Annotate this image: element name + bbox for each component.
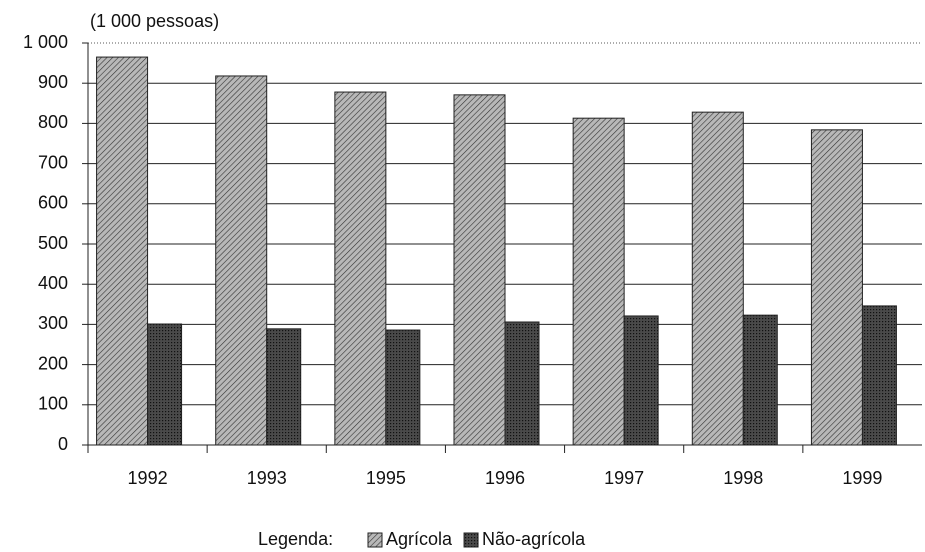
y-tick-label: 600 bbox=[38, 193, 68, 213]
x-tick-label: 1993 bbox=[247, 468, 287, 488]
x-tick-label: 1998 bbox=[723, 468, 763, 488]
x-tick-label: 1997 bbox=[604, 468, 644, 488]
bar bbox=[453, 94, 506, 446]
bar bbox=[742, 314, 778, 446]
bar bbox=[861, 305, 897, 446]
y-tick-label: 200 bbox=[38, 353, 68, 373]
bar bbox=[96, 56, 149, 446]
y-tick-label: 900 bbox=[38, 72, 68, 92]
bar bbox=[810, 129, 863, 446]
y-tick-label: 1 000 bbox=[23, 32, 68, 52]
y-tick-label: 700 bbox=[38, 152, 68, 172]
y-tick-label: 400 bbox=[38, 273, 68, 293]
bar bbox=[266, 328, 302, 446]
y-tick-label: 500 bbox=[38, 233, 68, 253]
y-tick-label: 300 bbox=[38, 313, 68, 333]
x-tick-label: 1996 bbox=[485, 468, 525, 488]
bar bbox=[334, 91, 387, 446]
legend-swatch bbox=[367, 532, 383, 548]
legend-title: Legenda: bbox=[258, 529, 333, 549]
unit-label: (1 000 pessoas) bbox=[90, 11, 219, 31]
bar bbox=[147, 323, 183, 446]
bar bbox=[215, 75, 268, 446]
bar bbox=[572, 117, 625, 446]
bar bbox=[691, 111, 744, 446]
legend-swatch bbox=[463, 532, 479, 548]
x-tick-label: 1995 bbox=[366, 468, 406, 488]
y-tick-label: 0 bbox=[58, 434, 68, 454]
x-tick-label: 1992 bbox=[128, 468, 168, 488]
y-tick-label: 100 bbox=[38, 394, 68, 414]
legend-label: Não-agrícola bbox=[482, 529, 586, 549]
x-tick-label: 1999 bbox=[842, 468, 882, 488]
legend-label: Agrícola bbox=[386, 529, 453, 549]
y-tick-label: 800 bbox=[38, 112, 68, 132]
bar bbox=[504, 321, 540, 446]
bar bbox=[385, 329, 421, 446]
bar bbox=[623, 315, 659, 446]
